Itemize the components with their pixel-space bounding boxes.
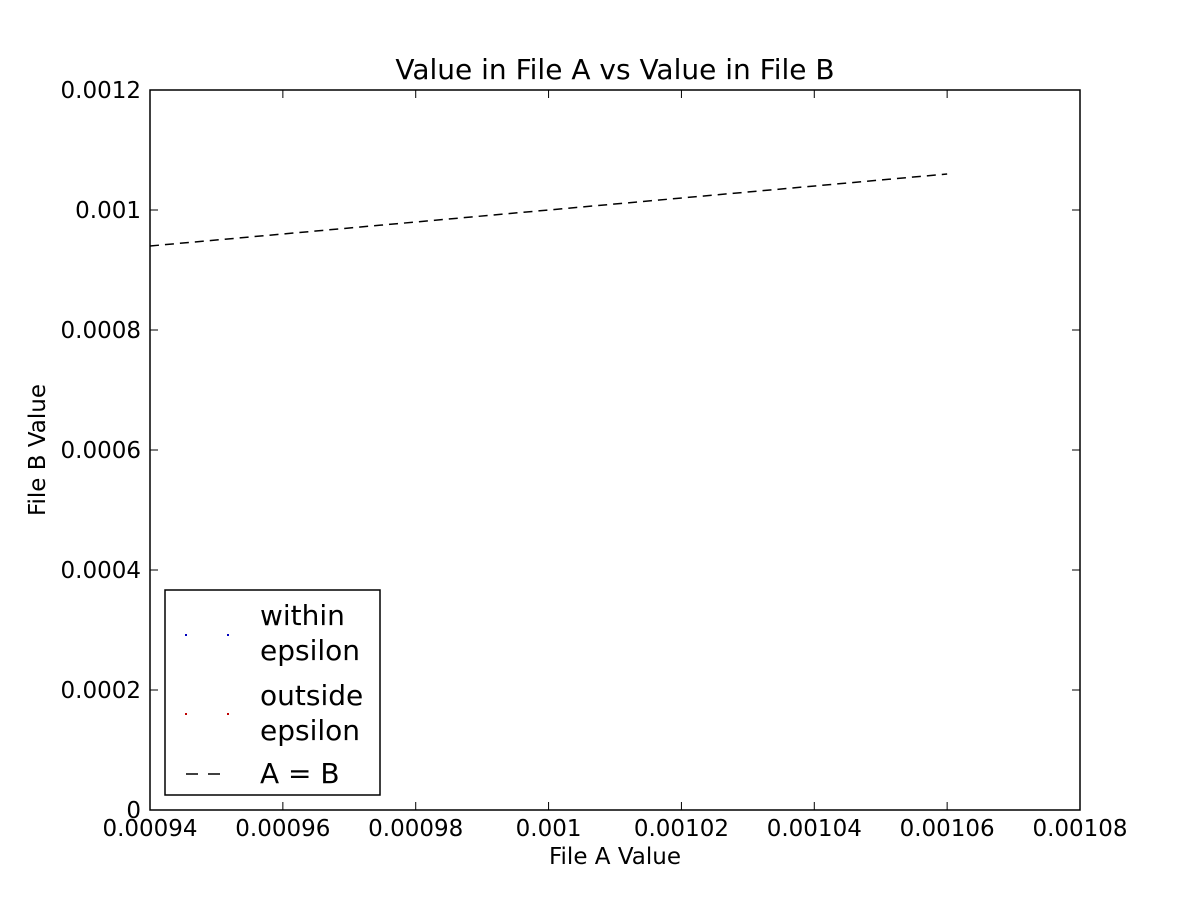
tick-labels: 0.00094 0.00096 0.00098 0.001 0.00102 0.00104… [61, 78, 1128, 842]
legend-label: outside [260, 679, 363, 712]
legend-label: epsilon [260, 714, 360, 747]
x-tick-label: 0.00104 [767, 816, 862, 842]
legend-label: within [260, 599, 345, 632]
y-tick-label: 0.001 [75, 198, 141, 224]
y-tick-label: 0.0002 [61, 678, 141, 704]
legend-box [164, 589, 381, 796]
x-tick-label: 0.00096 [235, 816, 330, 842]
y-tick-label: 0.0006 [61, 438, 141, 464]
legend-entry: A = B [186, 757, 340, 790]
x-tick-label: 0.00108 [1032, 816, 1127, 842]
x-axis-title: File A Value [549, 844, 681, 870]
x-tick-label: 0.00094 [102, 816, 197, 842]
y-tick-label: 0 [126, 798, 141, 824]
y-tick-label: 0.0004 [61, 558, 141, 584]
x-tick-label: 0.00098 [368, 816, 463, 842]
legend-label: A = B [260, 757, 340, 790]
chart-title: Value in File A vs Value in File B [395, 53, 834, 86]
legend-marker [185, 634, 187, 636]
x-tick-label: 0.00106 [900, 816, 995, 842]
legend-marker [227, 713, 229, 715]
plot-frame [149, 89, 1081, 811]
y-tick-label: 0.0012 [61, 78, 141, 104]
x-tick-label: 0.001 [516, 816, 582, 842]
y-tick-label: 0.0008 [61, 318, 141, 344]
x-tick-label: 0.00102 [634, 816, 729, 842]
series-line-a-equals-b [149, 173, 948, 247]
plot-area [149, 173, 948, 247]
legend-marker [185, 713, 187, 715]
y-axis-title: File B Value [25, 384, 51, 516]
legend-label: epsilon [260, 634, 360, 667]
legend-marker [227, 634, 229, 636]
